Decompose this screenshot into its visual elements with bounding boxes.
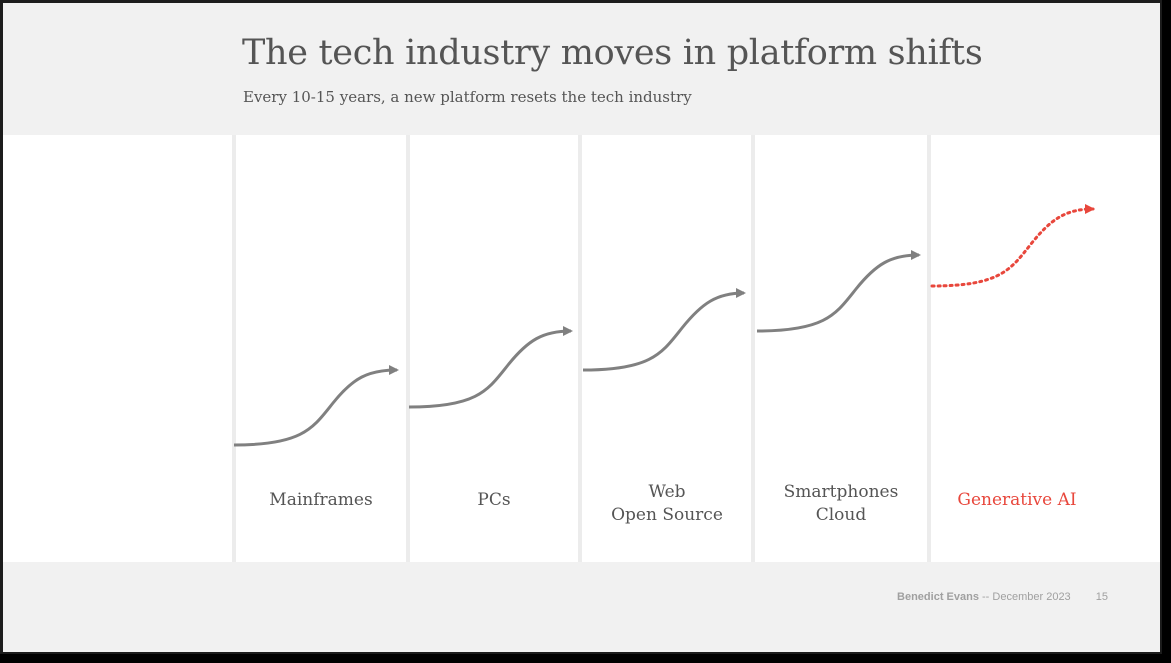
curve-generative-ai — [930, 204, 1095, 288]
curve-pcs — [408, 326, 573, 409]
label-mainframes: Mainframes — [269, 490, 373, 510]
column-divider — [578, 135, 582, 562]
curve-mainframes — [233, 365, 399, 447]
column-divider — [751, 135, 755, 562]
slide-subtitle: Every 10-15 years, a new platform resets… — [243, 88, 692, 106]
label-pcs: PCs — [477, 490, 511, 510]
footer-date: December 2023 — [992, 591, 1071, 603]
slide: The tech industry moves in platform shif… — [3, 3, 1160, 652]
page-number: 15 — [1095, 591, 1108, 603]
footer-author: Benedict Evans — [897, 591, 979, 603]
slide-footer: Benedict Evans -- December 2023 15 — [3, 562, 1160, 652]
label-web-open-source: Web Open Source — [611, 482, 723, 525]
column-divider — [232, 135, 236, 562]
column-divider — [406, 135, 410, 562]
curve-web — [582, 288, 746, 372]
label-generative-ai: Generative AI — [957, 490, 1077, 510]
slide-title: The tech industry moves in platform shif… — [242, 33, 983, 73]
label-smartphones-cloud: Smartphones Cloud — [783, 482, 899, 525]
slide-frame: The tech industry moves in platform shif… — [0, 0, 1162, 654]
footer-separator: -- — [982, 591, 990, 603]
platform-curves — [233, 204, 1095, 447]
footer-credit: Benedict Evans -- December 2023 15 — [897, 591, 1108, 603]
curve-smartphones — [756, 250, 921, 333]
slide-header: The tech industry moves in platform shif… — [3, 3, 1160, 135]
column-divider — [927, 135, 931, 562]
